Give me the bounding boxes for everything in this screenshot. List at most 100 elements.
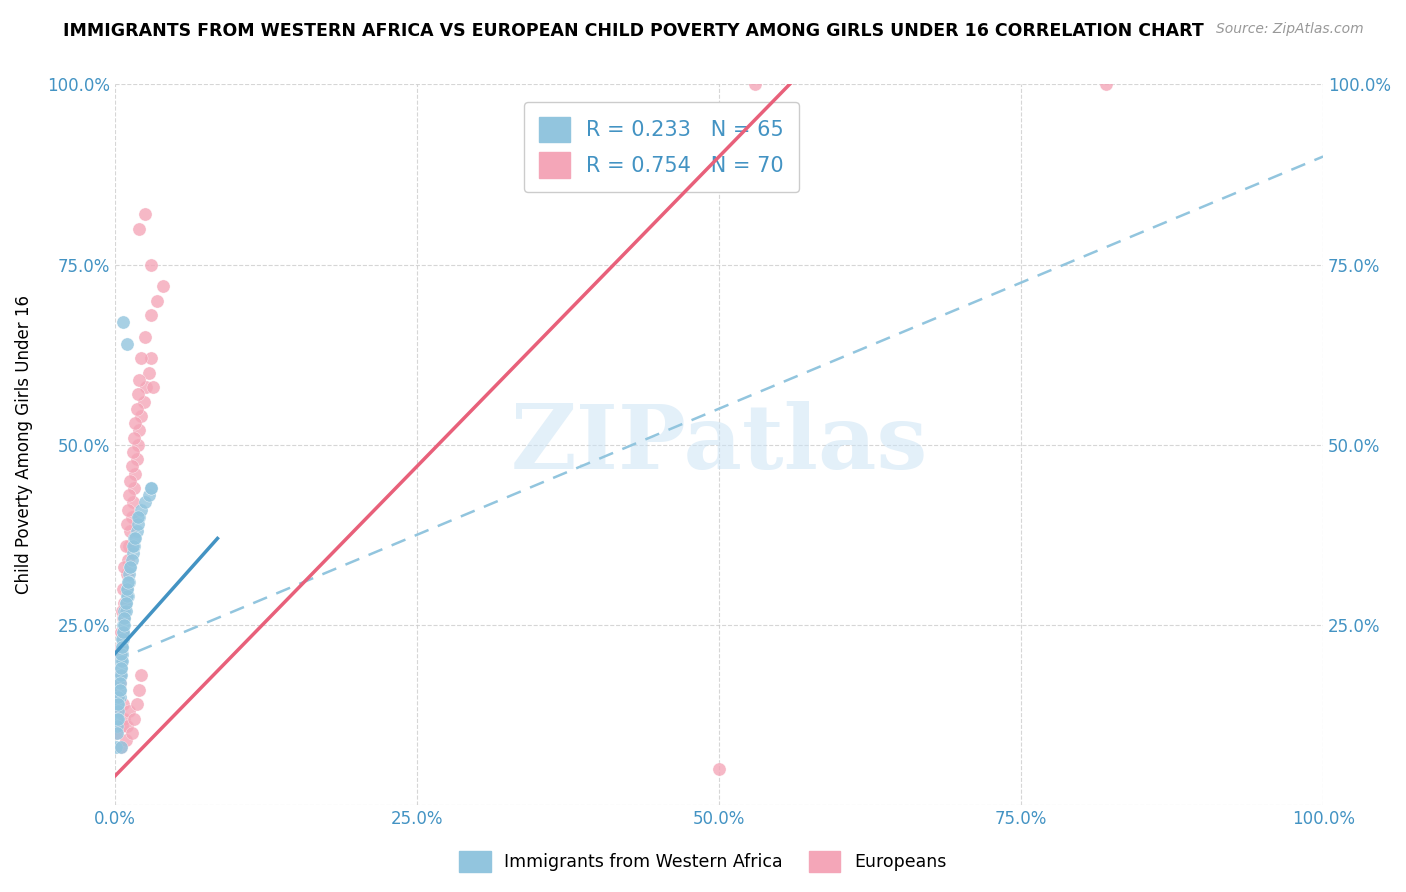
Point: [114, 733, 136, 747]
Point: [112, 697, 135, 711]
Point: [108, 682, 131, 697]
Point: [105, 705, 128, 719]
Point: [128, 221, 150, 235]
Point: [132, 394, 155, 409]
Point: [118, 567, 141, 582]
Point: [117, 553, 139, 567]
Point: [135, 380, 157, 394]
Point: [112, 582, 135, 596]
Point: [146, 293, 169, 308]
Point: [112, 596, 135, 610]
Point: [121, 459, 143, 474]
Point: [111, 640, 134, 654]
Point: [110, 740, 132, 755]
Point: [115, 337, 138, 351]
Point: [112, 611, 135, 625]
Point: [112, 625, 135, 640]
Point: [110, 740, 132, 755]
Point: [125, 401, 148, 416]
Point: [117, 502, 139, 516]
Point: [111, 632, 134, 647]
Point: [131, 502, 153, 516]
Legend: R = 0.233   N = 65, R = 0.754   N = 70: R = 0.233 N = 65, R = 0.754 N = 70: [524, 102, 799, 193]
Point: [107, 705, 129, 719]
Point: [139, 258, 162, 272]
Point: [117, 589, 139, 603]
Point: [112, 712, 135, 726]
Point: [112, 618, 135, 632]
Point: [118, 705, 141, 719]
Point: [142, 380, 165, 394]
Point: [744, 78, 766, 92]
Point: [114, 539, 136, 553]
Point: [122, 539, 145, 553]
Text: IMMIGRANTS FROM WESTERN AFRICA VS EUROPEAN CHILD POVERTY AMONG GIRLS UNDER 16 CO: IMMIGRANTS FROM WESTERN AFRICA VS EUROPE…: [63, 22, 1204, 40]
Point: [110, 654, 132, 668]
Point: [127, 438, 149, 452]
Point: [112, 611, 135, 625]
Point: [108, 647, 131, 661]
Point: [111, 654, 134, 668]
Point: [115, 516, 138, 531]
Point: [120, 560, 142, 574]
Point: [110, 661, 132, 675]
Point: [120, 474, 142, 488]
Point: [107, 712, 129, 726]
Point: [112, 618, 135, 632]
Point: [107, 668, 129, 682]
Point: [127, 509, 149, 524]
Point: [105, 719, 128, 733]
Point: [122, 539, 145, 553]
Point: [122, 431, 145, 445]
Text: ZIPatlas: ZIPatlas: [510, 401, 928, 488]
Point: [134, 329, 156, 343]
Point: [122, 712, 145, 726]
Point: [110, 668, 132, 682]
Point: [139, 481, 162, 495]
Point: [121, 553, 143, 567]
Point: [104, 726, 127, 740]
Text: Source: ZipAtlas.com: Source: ZipAtlas.com: [1216, 22, 1364, 37]
Point: [108, 675, 131, 690]
Point: [108, 668, 131, 682]
Point: [120, 524, 142, 539]
Point: [105, 726, 128, 740]
Point: [120, 560, 142, 574]
Point: [138, 488, 160, 502]
Point: [128, 373, 150, 387]
Point: [115, 582, 138, 596]
Point: [107, 675, 129, 690]
Point: [128, 509, 150, 524]
Point: [128, 682, 150, 697]
Point: [124, 416, 146, 430]
Point: [124, 467, 146, 481]
Point: [125, 524, 148, 539]
Point: [122, 495, 145, 509]
Point: [124, 532, 146, 546]
Point: [107, 697, 129, 711]
Point: [112, 603, 135, 617]
Point: [107, 690, 129, 704]
Point: [112, 560, 135, 574]
Point: [112, 625, 135, 640]
Point: [112, 315, 135, 329]
Point: [121, 726, 143, 740]
Point: [105, 712, 128, 726]
Point: [128, 423, 150, 437]
Point: [134, 207, 156, 221]
Point: [111, 640, 134, 654]
Y-axis label: Child Poverty Among Girls Under 16: Child Poverty Among Girls Under 16: [15, 295, 32, 594]
Point: [114, 603, 136, 617]
Point: [118, 574, 141, 589]
Point: [111, 640, 134, 654]
Point: [110, 625, 132, 640]
Point: [111, 603, 134, 617]
Point: [108, 690, 131, 704]
Point: [131, 409, 153, 423]
Point: [114, 596, 136, 610]
Point: [127, 387, 149, 401]
Point: [110, 640, 132, 654]
Point: [107, 697, 129, 711]
Point: [108, 682, 131, 697]
Point: [131, 668, 153, 682]
